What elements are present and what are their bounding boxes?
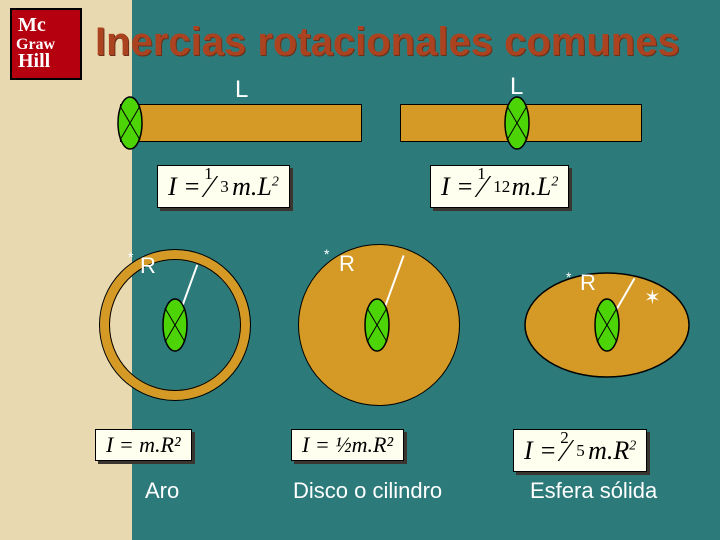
hoop-R-label: R xyxy=(140,253,156,279)
sphere-highlight-star: ✶ xyxy=(644,285,661,310)
rod-end xyxy=(120,104,362,142)
formula-hoop-text: I = m.R² xyxy=(106,432,181,457)
formula-sphere: I = 2∕5 m.R2 xyxy=(513,429,647,472)
sphere-R-label: R xyxy=(580,270,596,296)
caption-disk: Disco o cilindro xyxy=(293,478,442,504)
radius-dot: * xyxy=(128,249,133,265)
page-title: Inercias rotacionales comunes xyxy=(95,20,680,65)
radius-dot: * xyxy=(566,269,571,285)
length-label-L: L xyxy=(235,76,248,104)
rotation-axis-ellipse xyxy=(590,296,624,354)
rotation-axis-ellipse xyxy=(500,94,534,152)
formula-hoop: I = m.R² xyxy=(95,429,192,461)
formula-disk-text: I = ½m.R² xyxy=(302,432,393,457)
rotation-axis-ellipse xyxy=(113,94,147,152)
publisher-logo: Mc Graw Hill xyxy=(10,8,82,80)
rotation-axis-ellipse xyxy=(360,296,394,354)
logo-mc: Mc xyxy=(18,14,46,37)
formula-rod-end: I = 1∕3 m.L2 xyxy=(157,165,290,208)
disk-R-label: R xyxy=(339,251,355,277)
caption-hoop: Aro xyxy=(145,478,179,504)
rotation-axis-ellipse xyxy=(158,296,192,354)
radius-dot: * xyxy=(324,246,329,262)
length-label-L: L xyxy=(510,73,523,101)
formula-disk: I = ½m.R² xyxy=(291,429,404,461)
caption-sphere: Esfera sólida xyxy=(530,478,657,504)
formula-rod-center: I = 1∕12 m.L2 xyxy=(430,165,569,208)
logo-hill: Hill xyxy=(18,50,50,73)
